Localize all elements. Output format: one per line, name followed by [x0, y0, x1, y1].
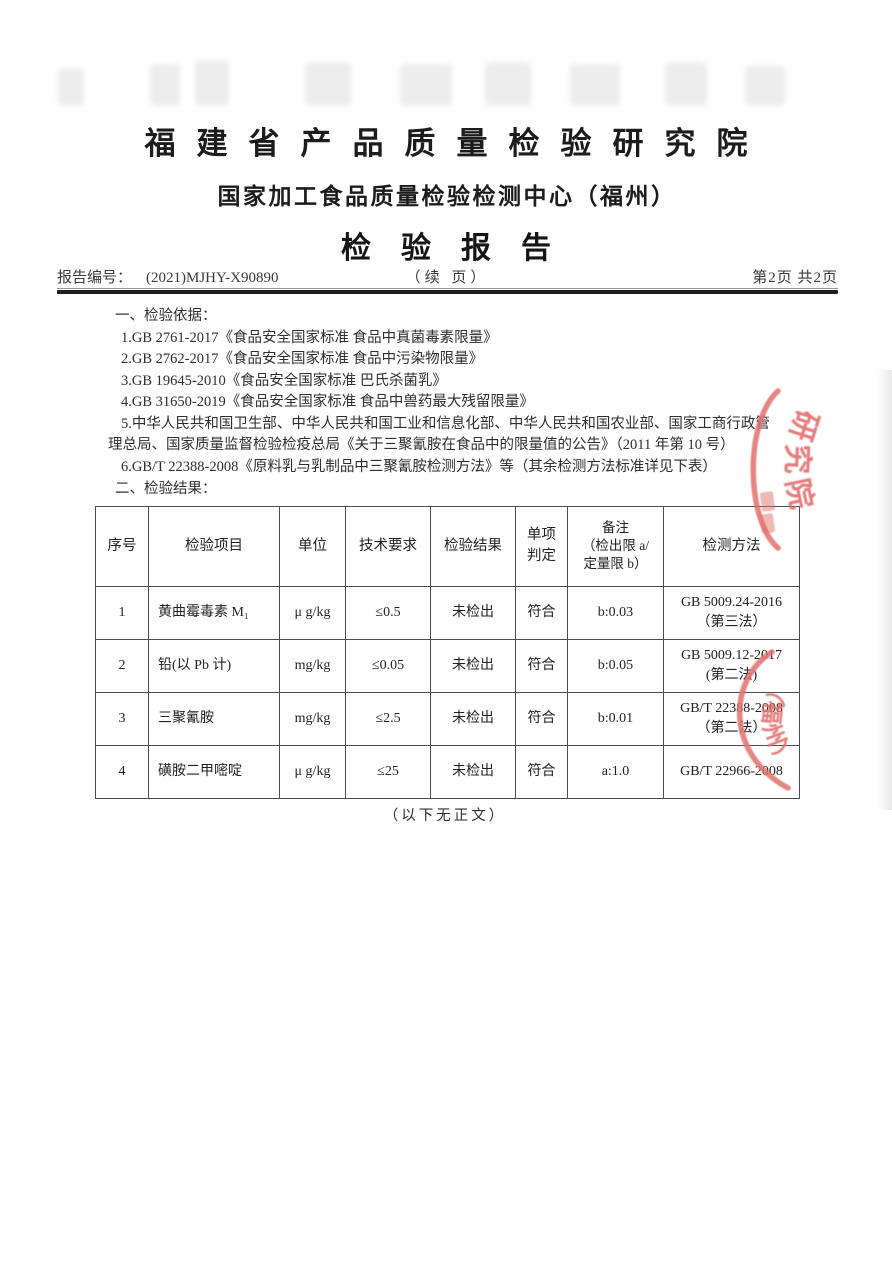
table-cell: 铅(以 Pb 计)	[148, 638, 280, 693]
table-cell: 未检出	[430, 638, 516, 693]
results-section-heading: 二、检验结果：	[115, 481, 217, 497]
header-divider	[57, 288, 838, 296]
report-number: 报告编号： (2021)MJHY-X90890	[57, 266, 279, 287]
table-cell: 符合	[515, 744, 568, 799]
table-cell: GB/T 22388-2008 （第二法）	[663, 691, 800, 746]
basis-item: 5.中华人民共和国卫生部、中华人民共和国工业和信息化部、中华人民共和国农业部、国…	[108, 415, 770, 454]
table-cell: GB/T 22966-2008	[663, 744, 800, 799]
table-cell: 磺胺二甲嘧啶	[148, 744, 280, 799]
table-cell: 1	[95, 585, 149, 640]
scan-bleedthrough-artifact	[50, 56, 810, 108]
table-cell: 黄曲霉毒素 M₁	[148, 585, 280, 640]
table-cell: GB 5009.12-2017 (第二法)	[663, 638, 800, 693]
page-indicator: 第2页 共2页	[752, 270, 838, 286]
basis-list: 1.GB 2761-2017《食品安全国家标准 食品中真菌毒素限量》 2.GB 2…	[95, 328, 776, 479]
continuation-label: （续 页）	[405, 270, 490, 286]
table-cell: GB 5009.24-2016 （第三法）	[663, 585, 800, 640]
table-cell: μ g/kg	[279, 585, 346, 640]
report-meta-row: 报告编号： (2021)MJHY-X90890 （续 页） 第2页 共2页	[57, 266, 838, 288]
basis-section-heading: 一、检验依据：	[115, 308, 217, 324]
table-cell: 3	[95, 691, 149, 746]
column-header: 检验结果	[430, 505, 516, 587]
report-title: 检验报告	[341, 232, 581, 265]
results-table-body: 1 黄曲霉毒素 M₁ μ g/kg ≤0.5 未检出 符合 b:0.03 GB 5009.24…	[95, 585, 800, 799]
basis-item: 4.GB 31650-2019《食品安全国家标准 食品中兽药最大残留限量》	[121, 394, 534, 410]
table-cell: mg/kg	[279, 691, 346, 746]
basis-item: 2.GB 2762-2017《食品安全国家标准 食品中污染物限量》	[121, 351, 484, 367]
table-row: 3 三聚氰胺 mg/kg ≤2.5 未检出 符合 b:0.01 GB/T 22388-2008…	[95, 691, 800, 746]
table-cell: ≤0.5	[345, 585, 431, 640]
institute-name: 福建省产品质量检验研究院	[144, 126, 769, 161]
table-cell: 符合	[515, 638, 568, 693]
basis-item: 6.GB/T 22388-2008《原料乳与乳制品中三聚氰胺检测方法》等（其余检…	[121, 458, 717, 475]
column-header: 检测方法	[663, 505, 800, 587]
report-number-label: 报告编号：	[57, 270, 133, 286]
table-cell: a:1.0	[567, 744, 664, 799]
table-cell: 未检出	[430, 744, 516, 799]
report-header: 福建省产品质量检验研究院 国家加工食品质量检验检测中心（福州） 检验报告	[0, 118, 892, 267]
column-header: 备注 （检出限 a/定量限 b）	[567, 505, 664, 587]
table-cell: b:0.03	[567, 585, 664, 640]
table-cell: ≤25	[345, 744, 431, 799]
end-of-text-note: （以下无正文）	[383, 807, 507, 824]
results-table: 序号 检验项目 单位 技术要求 检验结果 单项 判定 备注 （检出限 a/定量限 b） 检测方法 …	[95, 505, 800, 799]
report-body: 一、检验依据： 1.GB 2761-2017《食品安全国家标准 食品中真菌毒素限…	[95, 306, 800, 827]
table-cell: 未检出	[430, 585, 516, 640]
table-cell: μ g/kg	[279, 744, 346, 799]
scan-page-edge	[878, 370, 892, 810]
table-cell: mg/kg	[279, 638, 346, 693]
table-cell: 三聚氰胺	[148, 691, 280, 746]
table-cell: 未检出	[430, 691, 516, 746]
column-header: 技术要求	[345, 505, 431, 587]
testing-center-name: 国家加工食品质量检验检测中心（福州）	[217, 184, 677, 209]
table-cell: 符合	[515, 585, 568, 640]
table-cell: ≤0.05	[345, 638, 431, 693]
table-cell: b:0.01	[567, 691, 664, 746]
column-header: 单项 判定	[515, 505, 568, 587]
table-row: 4 磺胺二甲嘧啶 μ g/kg ≤25 未检出 符合 a:1.0 GB/T 22966-200…	[95, 744, 800, 799]
column-header: 序号	[95, 505, 149, 587]
table-cell: 4	[95, 744, 149, 799]
table-cell: ≤2.5	[345, 691, 431, 746]
table-cell: 2	[95, 638, 149, 693]
report-number-value: (2021)MJHY-X90890	[146, 270, 279, 286]
results-table-head: 序号 检验项目 单位 技术要求 检验结果 单项 判定 备注 （检出限 a/定量限 b） 检测方法	[95, 505, 800, 587]
table-row: 2 铅(以 Pb 计) mg/kg ≤0.05 未检出 符合 b:0.05 GB 5009.1…	[95, 638, 800, 693]
table-row: 1 黄曲霉毒素 M₁ μ g/kg ≤0.5 未检出 符合 b:0.03 GB 5009.24…	[95, 585, 800, 640]
table-cell: 符合	[515, 691, 568, 746]
basis-item: 3.GB 19645-2010《食品安全国家标准 巴氏杀菌乳》	[121, 372, 447, 389]
column-header: 检验项目	[148, 505, 280, 587]
basis-item: 1.GB 2761-2017《食品安全国家标准 食品中真菌毒素限量》	[121, 329, 498, 346]
column-header: 单位	[279, 505, 346, 587]
table-cell: b:0.05	[567, 638, 664, 693]
